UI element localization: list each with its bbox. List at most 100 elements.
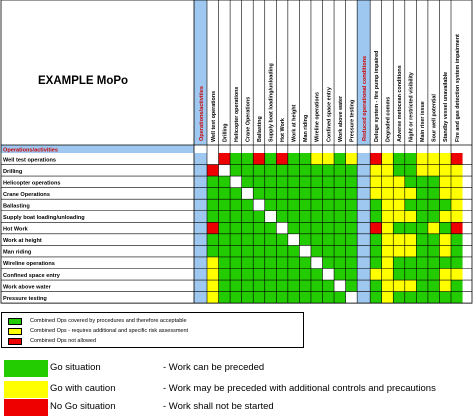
- col-header-main-riser-issue: Main riser issue: [420, 101, 426, 142]
- cell-wireline-operations-x-drilling: [218, 256, 231, 269]
- key-label-caution: Go with caution: [50, 383, 116, 394]
- cell-drilling-x-work-above-water: [334, 164, 346, 177]
- cell-crane-operations-x-supply-boat-loading-unloading: [264, 187, 277, 200]
- cell-man-riding-x-main-riser-issue: [416, 245, 428, 257]
- cell-work-above-water-x-supply-boat-loading-unloading: [264, 280, 277, 292]
- combined-ops-legend: Combined Ops covered by procedures and t…: [1, 312, 304, 348]
- key-desc-caution: - Work may be preceded with additional c…: [163, 383, 436, 394]
- cell-crane-operations-x-main-riser-issue: [416, 187, 428, 200]
- row-strip-cell: [357, 153, 371, 165]
- cell-hot-work-x-fire-and-gas-detection-system-impairment: [451, 222, 463, 234]
- cell-supply-boat-loading-unloading-x-hot-work: [276, 210, 288, 223]
- cell-pressure-testing-x-deluge-system-fire-pump-impaired: [370, 291, 382, 304]
- cell-wireline-operations-x-hot-work: [276, 256, 288, 269]
- cell-ballasting-x-supply-boat-loading-unloading: [264, 199, 277, 211]
- cell-drilling-x-deluge-system-fire-pump-impaired: [370, 164, 382, 177]
- cell-crane-operations-x-crane-operations: [241, 187, 254, 200]
- cell-drilling-x-night-or-restricted-visibility: [404, 164, 417, 177]
- cell-pressure-testing-x-supply-boat-loading-unloading: [264, 291, 277, 304]
- legend-row-acceptable: Combined Ops covered by procedures and t…: [8, 316, 187, 326]
- col-header-sour-well-potential: Sour well potential: [432, 94, 438, 142]
- activities-section-header: Operations/activities: [199, 86, 205, 141]
- cell-supply-boat-loading-unloading-x-deluge-system-fire-pump-impaired: [370, 210, 382, 223]
- col-header-ballasting: Ballasting: [257, 116, 263, 142]
- cell-helicopter-operations-x-supply-boat-loading-unloading: [264, 176, 277, 188]
- cell-crane-operations-x-hot-work: [276, 187, 288, 200]
- cell-ballasting-x-main-riser-issue: [416, 199, 428, 211]
- cell-work-at-height-x-pressure-testing: [345, 233, 358, 246]
- row-strip-cell: [357, 199, 371, 211]
- col-header-wireline-operations: Wireline operations: [315, 92, 321, 142]
- cell-drilling-x-standby-vessel-unavailable: [439, 164, 451, 177]
- cell-drilling-x-man-riding: [299, 164, 311, 177]
- row-strip-cell: [194, 153, 207, 165]
- cell-crane-operations-x-confined-space-entry: [322, 187, 335, 200]
- cell-hot-work-x-man-riding: [299, 222, 311, 234]
- cell-drilling-x-pressure-testing: [345, 164, 358, 177]
- cell-drilling-x-supply-boat-loading-unloading: [264, 164, 277, 177]
- row-strip-cell: [194, 187, 207, 200]
- legend-swatch-yellow: [8, 327, 22, 335]
- row-strip-cell: [357, 222, 371, 234]
- cell-work-at-height-x-man-riding: [299, 233, 311, 246]
- cell-helicopter-operations-x-wireline-operations: [310, 176, 323, 188]
- cell-work-at-height-x-supply-boat-loading-unloading: [264, 233, 277, 246]
- cell-well-test-operations-x-night-or-restricted-visibility: [404, 153, 417, 165]
- row-strip-cell: [194, 291, 207, 304]
- cell-hot-work-x-standby-vessel-unavailable: [439, 222, 451, 234]
- cell-work-above-water-x-work-above-water: [334, 280, 346, 292]
- cell-ballasting-x-night-or-restricted-visibility: [404, 199, 417, 211]
- cell-ballasting-x-crane-operations: [241, 199, 254, 211]
- cell-crane-operations-x-helicopter-operations: [230, 187, 242, 200]
- cell-wireline-operations-x-well-test-operations: [207, 256, 219, 269]
- cell-pressure-testing-x-main-riser-issue: [416, 291, 428, 304]
- cell-man-riding-x-ballasting: [253, 245, 265, 257]
- cell-supply-boat-loading-unloading-x-night-or-restricted-visibility: [404, 210, 417, 223]
- col-header-work-at-height: Work at height: [292, 104, 298, 142]
- cell-wireline-operations-x-standby-vessel-unavailable: [439, 256, 451, 269]
- row-label-hot-work: Hot Work: [3, 227, 29, 233]
- cell-wireline-operations-x-deluge-system-fire-pump-impaired: [370, 256, 382, 269]
- key-label-go: Go situation: [50, 362, 101, 373]
- cell-well-test-operations-x-hot-work: [276, 153, 288, 165]
- row-strip-cell: [357, 210, 371, 223]
- cell-work-above-water-x-drilling: [218, 280, 231, 292]
- cell-crane-operations-x-deluge-system-fire-pump-impaired: [370, 187, 382, 200]
- cell-drilling-x-fire-and-gas-detection-system-impairment: [451, 164, 463, 177]
- cell-well-test-operations-x-adverse-metocean-conditions: [393, 153, 405, 165]
- cell-hot-work-x-night-or-restricted-visibility: [404, 222, 417, 234]
- cell-drilling-x-main-riser-issue: [416, 164, 428, 177]
- cell-helicopter-operations-x-drilling: [218, 176, 231, 188]
- cell-hot-work-x-sour-well-potential: [427, 222, 440, 234]
- row-label-wireline-operations: Wireline operations: [3, 261, 55, 267]
- cell-wireline-operations-x-sour-well-potential: [427, 256, 440, 269]
- cell-hot-work-x-work-above-water: [334, 222, 346, 234]
- cell-wireline-operations-x-man-riding: [299, 256, 311, 269]
- cell-drilling-x-adverse-metocean-conditions: [393, 164, 405, 177]
- cell-work-above-water-x-degraded-comms: [381, 280, 394, 292]
- cell-confined-space-entry-x-main-riser-issue: [416, 268, 428, 281]
- cell-supply-boat-loading-unloading-x-crane-operations: [241, 210, 254, 223]
- cell-work-above-water-x-night-or-restricted-visibility: [404, 280, 417, 292]
- cell-pressure-testing-x-confined-space-entry: [322, 291, 335, 304]
- cell-work-above-water-x-confined-space-entry: [322, 280, 335, 292]
- row-strip-cell: [357, 233, 371, 246]
- legend-swatch-red: [8, 337, 22, 345]
- legend-text-acceptable: Combined Ops covered by procedures and t…: [30, 318, 187, 324]
- cell-helicopter-operations-x-deluge-system-fire-pump-impaired: [370, 176, 382, 188]
- cell-man-riding-x-pressure-testing: [345, 245, 358, 257]
- cell-crane-operations-x-standby-vessel-unavailable: [439, 187, 451, 200]
- col-header-hot-work: Hot Work: [280, 118, 286, 142]
- cell-man-riding-x-wireline-operations: [310, 245, 323, 257]
- cell-well-test-operations-x-supply-boat-loading-unloading: [264, 153, 277, 165]
- cell-helicopter-operations-x-helicopter-operations: [230, 176, 242, 188]
- cell-work-at-height-x-fire-and-gas-detection-system-impairment: [451, 233, 463, 246]
- legend-row-risk-assessment: Combined Ops - requires additional and s…: [8, 326, 188, 336]
- cell-well-test-operations-x-drilling: [218, 153, 231, 165]
- row-strip-cell: [357, 176, 371, 188]
- cell-helicopter-operations-x-work-at-height: [287, 176, 300, 188]
- cell-man-riding-x-hot-work: [276, 245, 288, 257]
- cell-supply-boat-loading-unloading-x-main-riser-issue: [416, 210, 428, 223]
- col-header-well-test-operations: Well test operations: [211, 91, 217, 142]
- cell-well-test-operations-x-main-riser-issue: [416, 153, 428, 165]
